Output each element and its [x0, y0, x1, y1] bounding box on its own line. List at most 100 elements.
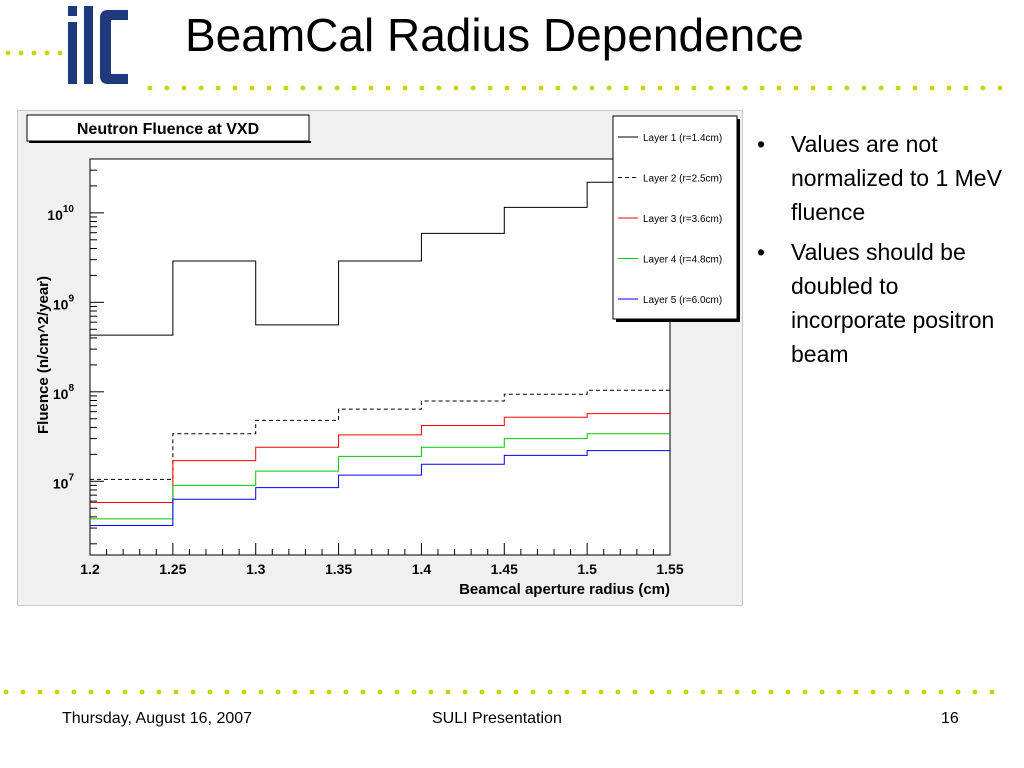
x-axis: 1.2 1.25 1.3 1.35 1.4 1.45 1.5 1.55	[80, 543, 684, 577]
divider-dot	[181, 85, 187, 91]
divider-dot	[190, 689, 196, 695]
chart-title-box: Neutron Fluence at VXD	[26, 114, 311, 143]
divider-dot	[555, 85, 561, 91]
legend-entry: Layer 3 (r=3.6cm)	[643, 214, 722, 225]
legend-entry: Layer 4 (r=4.8cm)	[643, 255, 722, 266]
bullet-item: Values are not normalized to 1 MeV fluen…	[755, 127, 1017, 229]
divider-dot	[164, 85, 170, 91]
divider-dot	[513, 689, 519, 695]
divider-dot	[368, 85, 374, 91]
divider-dot	[487, 85, 493, 91]
divider-dot	[666, 689, 672, 695]
divider-dot	[955, 689, 961, 695]
divider-dot	[751, 689, 757, 695]
divider-dot	[411, 689, 417, 695]
divider-dot	[37, 689, 43, 695]
divider-dot	[207, 689, 213, 695]
divider-dot	[691, 85, 697, 91]
divider-dot	[836, 689, 842, 695]
logo-stroke	[68, 6, 77, 16]
ilc-logo	[68, 6, 128, 84]
divider-dot	[904, 689, 910, 695]
divider-dot	[989, 689, 995, 695]
divider-dot	[57, 50, 63, 56]
divider-dot	[139, 689, 145, 695]
x-tick-label: 1.5	[577, 561, 597, 577]
divider-dot	[819, 689, 825, 695]
y-tick-label: 109	[53, 293, 75, 312]
chart-panel: Neutron Fluence at VXD 1.2 1.25 1.3 1.35 1.4 1…	[17, 110, 743, 606]
divider-dot	[972, 689, 978, 695]
divider-dot	[470, 85, 476, 91]
divider-dot	[785, 689, 791, 695]
divider-dot	[258, 689, 264, 695]
divider-dot	[479, 689, 485, 695]
y-tick-label: 108	[53, 383, 75, 402]
divider-dot	[198, 85, 204, 91]
divider-dot	[615, 689, 621, 695]
divider-dot	[895, 85, 901, 91]
divider-dot	[734, 689, 740, 695]
divider-dot	[5, 50, 11, 56]
x-tick-label: 1.35	[325, 561, 352, 577]
x-tick-label: 1.55	[656, 561, 683, 577]
divider-dot	[649, 689, 655, 695]
divider-dot	[853, 689, 859, 695]
divider-dot	[18, 50, 24, 56]
y-tick-label: 107	[53, 472, 75, 491]
divider-dot	[717, 689, 723, 695]
chart-title: Neutron Fluence at VXD	[77, 121, 259, 138]
plot-area	[89, 158, 671, 556]
series-line-layer-4	[90, 433, 670, 520]
divider-dot	[878, 85, 884, 91]
bullet-list: Values are not normalized to 1 MeV fluen…	[755, 127, 1017, 377]
divider-dot	[589, 85, 595, 91]
logo-stroke	[100, 10, 128, 84]
divider-dot	[428, 689, 434, 695]
slide-title: BeamCal Radius Dependence	[185, 9, 804, 61]
divider-dot	[980, 85, 986, 91]
divider-dot	[343, 689, 349, 695]
divider-dot	[20, 689, 26, 695]
page-number: 16	[941, 710, 959, 727]
divider-dot	[232, 85, 238, 91]
divider-dot	[623, 85, 629, 91]
divider-dot	[496, 689, 502, 695]
divider-dot	[326, 689, 332, 695]
divider-dot	[173, 689, 179, 695]
chart-title-frame	[26, 114, 310, 142]
legend-entry: Layer 1 (r=1.4cm)	[643, 133, 722, 144]
y-tick-label: 1010	[47, 204, 74, 223]
divider-dot	[88, 689, 94, 695]
legend-entry: Layer 5 (r=6.0cm)	[643, 295, 722, 306]
divider-dot	[802, 689, 808, 695]
divider-dot	[606, 85, 612, 91]
x-tick-label: 1.25	[159, 561, 186, 577]
divider-dot	[632, 689, 638, 695]
x-tick-label: 1.2	[80, 561, 100, 577]
divider-dot	[462, 689, 468, 695]
bottom-dotted-divider	[3, 689, 995, 695]
divider-dot	[3, 689, 9, 695]
divider-dot	[861, 85, 867, 91]
divider-dot	[793, 85, 799, 91]
divider-dot	[122, 689, 128, 695]
footer-presentation-name: SULI Presentation	[432, 710, 562, 727]
divider-dot	[700, 689, 706, 695]
divider-dot	[44, 50, 50, 56]
divider-dot	[827, 85, 833, 91]
logo-stroke	[68, 22, 77, 84]
series-line-layer-5	[90, 450, 670, 527]
series-line-layer-2	[90, 389, 670, 480]
divider-dot	[759, 85, 765, 91]
divider-dot	[572, 85, 578, 91]
divider-dot	[581, 689, 587, 695]
divider-dot	[844, 85, 850, 91]
divider-dot	[360, 689, 366, 695]
divider-dot	[997, 85, 1003, 91]
divider-dot	[249, 85, 255, 91]
divider-dot	[385, 85, 391, 91]
chart-legend: Layer 1 (r=1.4cm) Layer 2 (r=2.5cm) Layer …	[612, 115, 740, 322]
series-line-layer-3	[90, 413, 670, 503]
